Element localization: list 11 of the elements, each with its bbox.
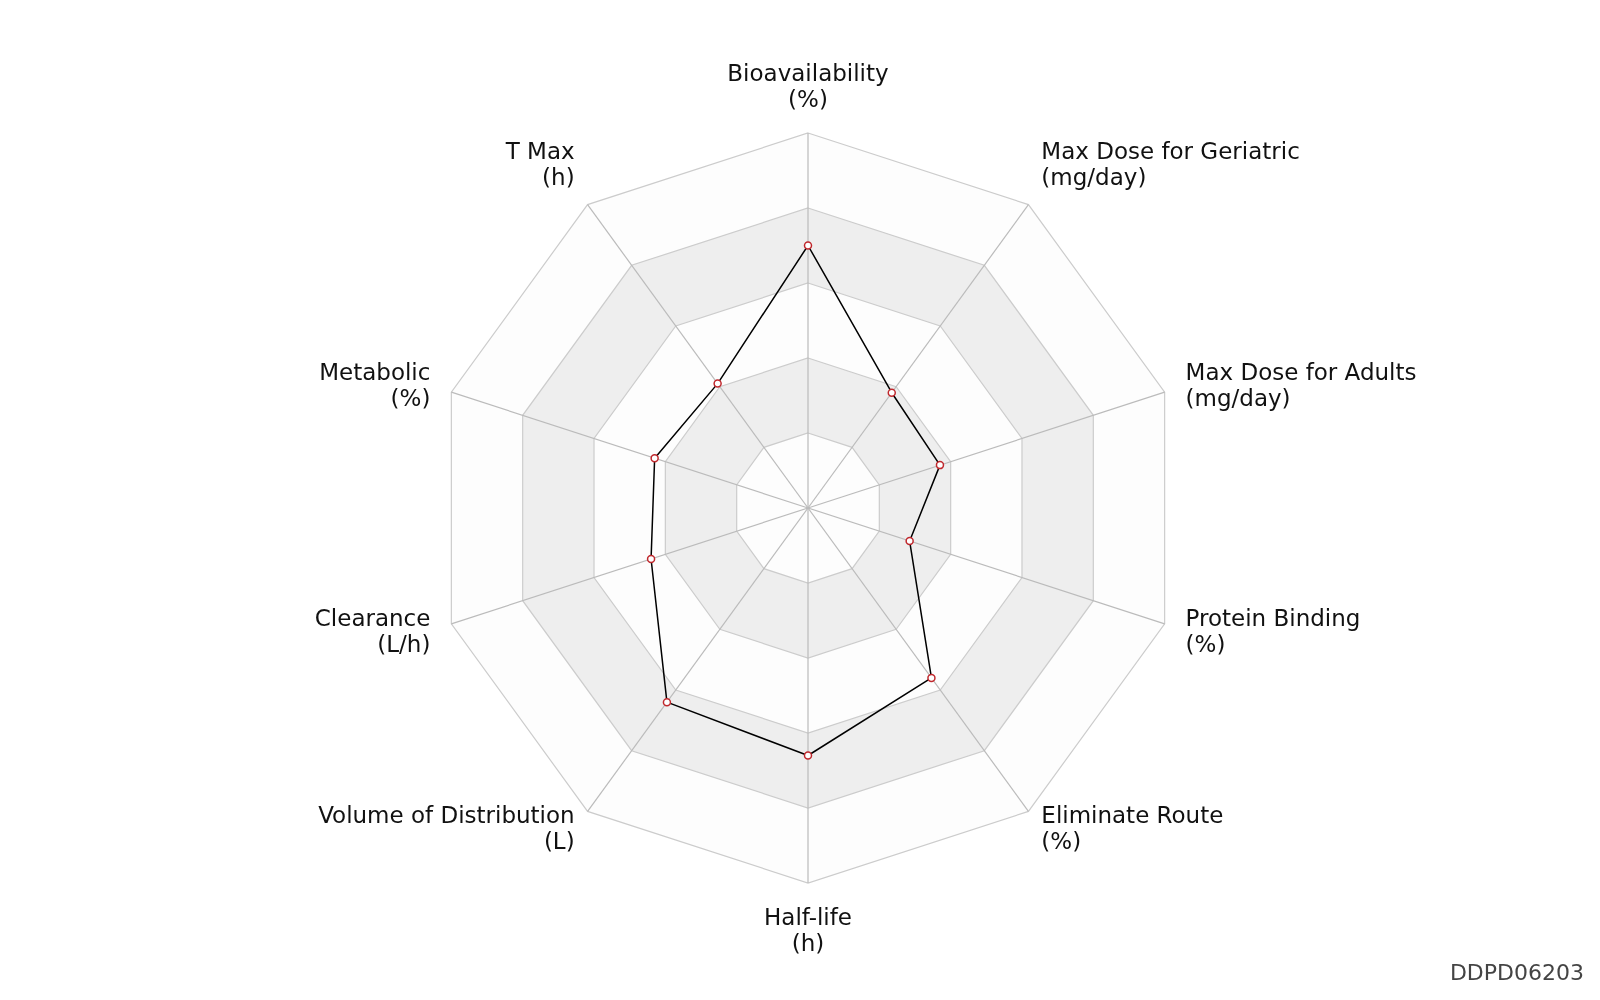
spoke-label: Half-life (h): [764, 904, 852, 956]
spoke-label: Eliminate Route (%): [1041, 802, 1224, 855]
spoke-label: T Max (h): [504, 137, 575, 190]
spoke-label: Volume of Distribution (L): [318, 802, 575, 855]
spoke-label: Protein Binding (%): [1185, 604, 1361, 657]
spoke-label: Bioavailability (%): [727, 60, 889, 112]
spoke-label: Clearance (L/h): [314, 604, 431, 657]
spoke-label: Max Dose for Adults (mg/day): [1185, 359, 1417, 412]
text: DDPD06203: [1449, 960, 1584, 985]
spoke-label: Max Dose for Geriatric (mg/day): [1041, 137, 1300, 190]
spoke-label: Metabolic (%): [319, 359, 431, 412]
